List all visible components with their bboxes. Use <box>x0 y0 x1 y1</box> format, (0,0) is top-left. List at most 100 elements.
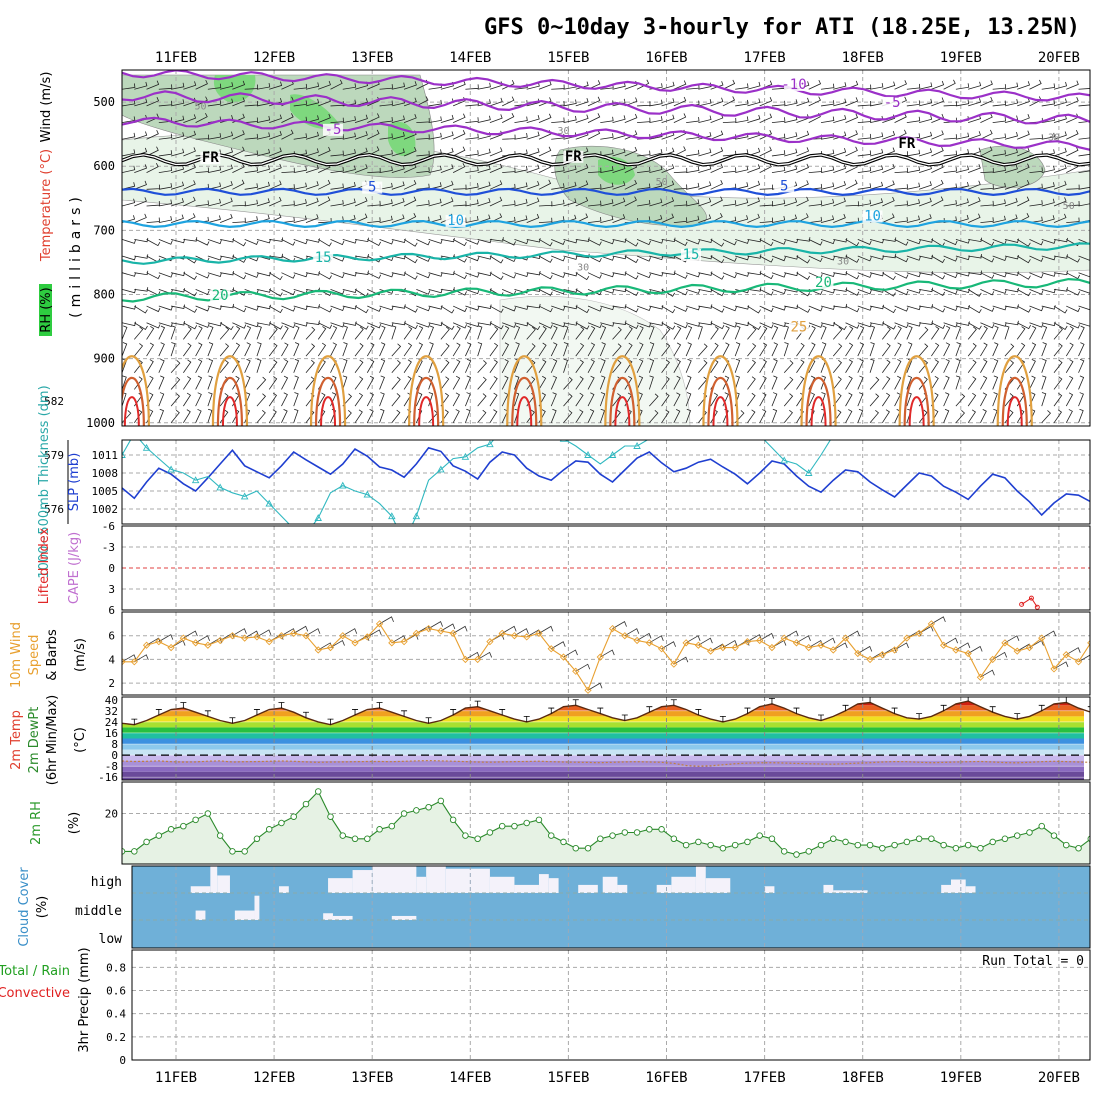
wind-barb <box>403 147 417 157</box>
wind10-marker <box>989 655 997 664</box>
wind-barb <box>698 325 703 340</box>
wind-barb <box>342 393 353 407</box>
temp2m-label-1: 2m Temp <box>9 710 24 770</box>
wind-barb <box>330 101 344 107</box>
wind-barb <box>281 200 295 207</box>
slp-tick-label: 1011 <box>92 449 119 462</box>
wind-barb <box>403 81 417 90</box>
wind10-barb <box>342 628 358 637</box>
wind-barb <box>931 255 945 264</box>
surface-temperature-contour <box>506 355 543 426</box>
wind-barb <box>1029 322 1044 328</box>
wind-barb <box>170 132 185 140</box>
wind-barb <box>661 392 670 407</box>
contour-label-background <box>681 248 702 261</box>
wind-barb <box>538 342 547 357</box>
wind-barb <box>1041 132 1055 140</box>
wind-barb <box>1065 342 1074 357</box>
wind10-barb <box>759 632 775 641</box>
wind-barb <box>796 163 809 173</box>
wind-barb <box>955 238 970 244</box>
rh2m-marker <box>633 829 641 836</box>
contour-label: 5 <box>368 180 376 196</box>
li-tick-label: -3 <box>102 541 115 554</box>
wind-barb <box>465 322 480 328</box>
wind10-marker <box>633 636 641 645</box>
wind-barb <box>575 392 584 407</box>
wind-barb <box>268 272 283 281</box>
wind-barb <box>256 342 262 357</box>
wind-barb <box>796 342 805 357</box>
wind-barb <box>134 326 144 340</box>
wind-barb <box>158 183 173 190</box>
wind-barb <box>1053 287 1068 292</box>
temperature-tick-label: 40 <box>105 694 118 707</box>
wind-barb <box>502 134 516 140</box>
minmax-marker <box>621 714 628 721</box>
wind-barb <box>906 342 913 357</box>
wind-barb <box>686 322 701 327</box>
wind-barb <box>747 376 756 390</box>
wind-barb <box>514 325 521 340</box>
wind-barb <box>918 359 929 374</box>
wind-barb <box>195 305 210 312</box>
wind-barb <box>354 409 363 424</box>
wind-barb <box>833 270 848 276</box>
wind-barb <box>820 375 826 390</box>
wind-barb <box>869 238 885 244</box>
wind-barb <box>256 132 271 140</box>
wind-barb <box>796 359 805 373</box>
wind-barb <box>1053 147 1067 157</box>
wind-barb <box>330 305 345 312</box>
wind-barb <box>428 165 442 174</box>
wind-barb <box>330 167 344 174</box>
wind-barb <box>232 130 245 140</box>
wind10-marker <box>216 636 224 645</box>
minmax-marker <box>1038 704 1045 711</box>
wind-barb <box>857 322 872 328</box>
wind-barb <box>624 130 638 140</box>
wind-barb <box>882 213 895 224</box>
wind-barb <box>379 100 393 107</box>
top-date-label: 17FEB <box>744 50 786 66</box>
wind-barb <box>1065 325 1074 340</box>
wind-barb <box>955 410 965 424</box>
wind-barb <box>403 342 413 357</box>
wind10-barb <box>943 637 959 646</box>
wind-barb <box>428 116 442 123</box>
wind-barb <box>465 272 480 278</box>
wind-barb <box>305 271 320 276</box>
li-tick-label: 6 <box>108 604 115 617</box>
wind-barb <box>1078 392 1084 407</box>
temperature-contour <box>122 219 1090 229</box>
rh2m-marker <box>940 841 947 849</box>
wind-barb <box>1041 288 1056 294</box>
wind-barb <box>391 181 405 190</box>
wind-barb <box>882 253 897 259</box>
wind-barb <box>403 322 418 330</box>
wind10-marker <box>388 639 396 647</box>
wind-barb <box>551 84 565 90</box>
wind10-marker <box>265 638 273 646</box>
wind-barb <box>538 305 553 313</box>
wind-barb <box>489 97 503 107</box>
wind-barb <box>783 376 794 390</box>
minmax-marker <box>940 704 947 711</box>
wind-barb <box>575 253 590 259</box>
wind-barb <box>1091 215 1100 223</box>
wind-barb <box>943 322 958 328</box>
wind-barb <box>477 304 492 309</box>
wind-barb <box>784 132 798 140</box>
minmax-marker <box>670 699 677 706</box>
wind-barb <box>1016 326 1026 340</box>
wind-barb <box>919 115 933 123</box>
wind-barb <box>403 326 413 340</box>
wind-barb <box>722 79 736 90</box>
wind-barb <box>722 96 736 107</box>
middle-cloud-clear-bar <box>332 915 353 920</box>
wind-barb <box>845 179 858 190</box>
wind10-marker <box>241 634 249 642</box>
high-cloud-clear-bar <box>671 876 696 893</box>
wind-barb <box>391 343 402 357</box>
